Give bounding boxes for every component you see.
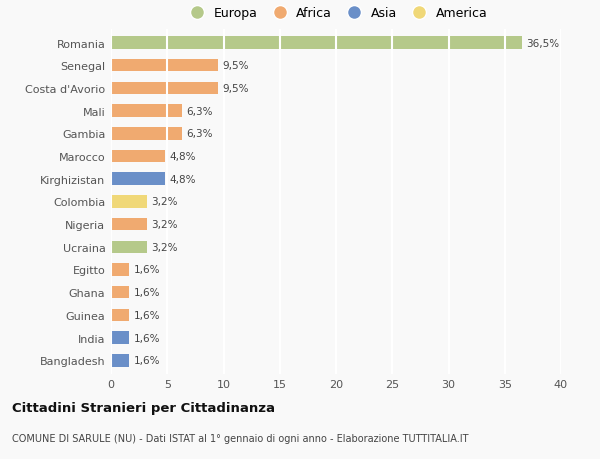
Text: 4,8%: 4,8% (170, 151, 196, 162)
Bar (111, 196, 147, 208)
Text: 3,2%: 3,2% (151, 197, 178, 207)
Text: COMUNE DI SARULE (NU) - Dati ISTAT al 1° gennaio di ogni anno - Elaborazione TUT: COMUNE DI SARULE (NU) - Dati ISTAT al 1°… (12, 433, 469, 442)
Text: 4,8%: 4,8% (170, 174, 196, 185)
Bar (111, 241, 147, 253)
Bar (111, 354, 129, 367)
Text: 1,6%: 1,6% (133, 265, 160, 275)
Text: Cittadini Stranieri per Cittadinanza: Cittadini Stranieri per Cittadinanza (12, 401, 275, 414)
Bar (111, 263, 129, 276)
Bar (111, 286, 129, 299)
Text: 3,2%: 3,2% (151, 219, 178, 230)
Bar (111, 151, 165, 163)
Bar (111, 309, 129, 321)
Bar (111, 331, 129, 344)
Bar (111, 105, 182, 118)
Text: 9,5%: 9,5% (223, 84, 249, 94)
Text: 1,6%: 1,6% (133, 310, 160, 320)
Text: 1,6%: 1,6% (133, 356, 160, 365)
Bar (111, 218, 147, 231)
Bar (111, 83, 218, 95)
Legend: Europa, Africa, Asia, America: Europa, Africa, Asia, America (185, 7, 487, 20)
Text: 1,6%: 1,6% (133, 333, 160, 343)
Bar (111, 173, 165, 185)
Bar (111, 37, 521, 50)
Text: 6,3%: 6,3% (187, 129, 213, 139)
Text: 9,5%: 9,5% (223, 61, 249, 71)
Bar (111, 60, 218, 73)
Text: 36,5%: 36,5% (526, 39, 559, 48)
Text: 6,3%: 6,3% (187, 106, 213, 117)
Bar (111, 128, 182, 140)
Text: 3,2%: 3,2% (151, 242, 178, 252)
Text: 1,6%: 1,6% (133, 287, 160, 297)
